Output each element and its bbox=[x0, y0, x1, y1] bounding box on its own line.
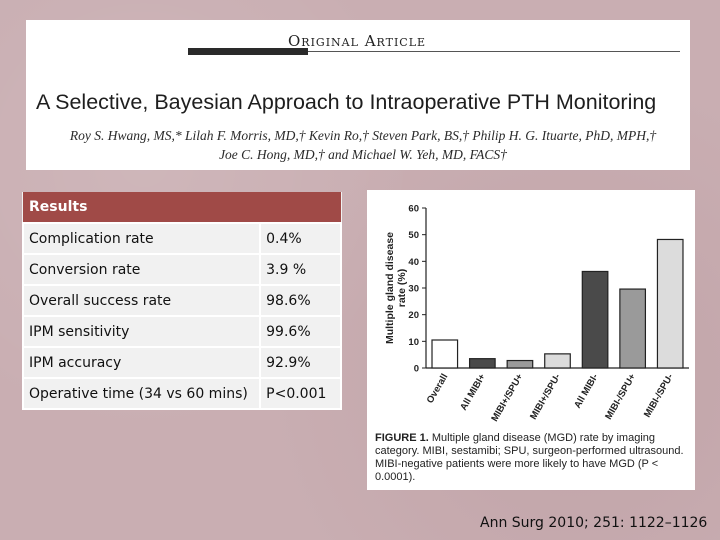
bar-3 bbox=[544, 353, 571, 369]
metric-value: 0.4% bbox=[259, 222, 342, 255]
metric-label: IPM accuracy bbox=[21, 346, 262, 379]
metric-label: Complication rate bbox=[21, 222, 262, 255]
bar-6 bbox=[656, 238, 684, 369]
y-tick-label: 10 bbox=[408, 337, 419, 348]
y-tick-label: 50 bbox=[408, 230, 419, 241]
metric-value: P<0.001 bbox=[259, 377, 342, 410]
metric-value: 92.9% bbox=[259, 346, 342, 379]
article-authors: Roy S. Hwang, MS,* Lilah F. Morris, MD,†… bbox=[38, 126, 688, 164]
x-tick-label: All MIBI+ bbox=[458, 372, 488, 413]
metric-value: 99.6% bbox=[259, 315, 342, 348]
metric-label: Conversion rate bbox=[21, 253, 262, 286]
header-rule bbox=[308, 51, 680, 52]
y-axis-label: Multiple gland diseaserate (%) bbox=[384, 232, 408, 344]
table-row: IPM sensitivity 99.6% bbox=[21, 315, 342, 348]
x-tick-label: Overall bbox=[425, 372, 451, 405]
authors-line-2: Joe C. Hong, MD,† and Michael W. Yeh, MD… bbox=[219, 147, 507, 162]
article-header: Original Article A Selective, Bayesian A… bbox=[26, 20, 690, 170]
x-tick-label: MIBI+/SPU+ bbox=[489, 372, 525, 424]
metric-value: 98.6% bbox=[259, 284, 342, 317]
bar-4 bbox=[581, 270, 609, 369]
table-row: Complication rate 0.4% bbox=[21, 222, 342, 255]
metric-value: 3.9 % bbox=[259, 253, 342, 286]
figure-caption: FIGURE 1. Multiple gland disease (MGD) r… bbox=[375, 432, 687, 484]
x-tick-label: MIBI-/SPU- bbox=[642, 372, 676, 420]
x-tick-label: All MIBI- bbox=[572, 372, 601, 410]
metric-label: IPM sensitivity bbox=[21, 315, 262, 348]
table-row: Overall success rate 98.6% bbox=[21, 284, 342, 317]
x-tick-label: MIBI+/SPU- bbox=[528, 372, 563, 422]
article-title: A Selective, Bayesian Approach to Intrao… bbox=[36, 90, 657, 114]
results-table: Results Complication rate 0.4% Conversio… bbox=[21, 192, 342, 410]
authors-line-1: Roy S. Hwang, MS,* Lilah F. Morris, MD,†… bbox=[69, 128, 657, 143]
mgd-bar-chart: 0 10 20 30 40 50 60 Multiple gland diseaserate … bbox=[384, 204, 689, 424]
caption-text: Multiple gland disease (MGD) rate by ima… bbox=[375, 432, 684, 483]
table-row: Conversion rate 3.9 % bbox=[21, 253, 342, 286]
chart-panel: 0 10 20 30 40 50 60 Multiple gland diseaserate … bbox=[367, 190, 695, 490]
bar-5 bbox=[619, 288, 647, 369]
bar-0 bbox=[431, 339, 459, 369]
y-tick-label: 40 bbox=[408, 257, 419, 268]
caption-label: FIGURE 1. bbox=[375, 432, 429, 444]
x-tick-label: MIBI-/SPU+ bbox=[603, 372, 638, 422]
header-bar bbox=[188, 48, 308, 55]
y-tick-label: 0 bbox=[414, 364, 419, 375]
table-row: Operative time (34 vs 60 mins) P<0.001 bbox=[21, 377, 342, 410]
y-tick-label: 30 bbox=[408, 284, 419, 295]
citation: Ann Surg 2010; 251: 1122–1126 bbox=[480, 515, 708, 531]
metric-label: Overall success rate bbox=[21, 284, 262, 317]
y-tick-label: 60 bbox=[408, 204, 419, 215]
results-heading: Results bbox=[23, 192, 341, 223]
y-tick-label: 20 bbox=[408, 310, 419, 321]
bar-1 bbox=[468, 358, 496, 369]
bar-2 bbox=[506, 359, 534, 369]
section-label: Original Article bbox=[288, 32, 427, 50]
results-header-row: Results bbox=[23, 192, 341, 223]
metric-label: Operative time (34 vs 60 mins) bbox=[21, 377, 262, 410]
table-row: IPM accuracy 92.9% bbox=[21, 346, 342, 379]
